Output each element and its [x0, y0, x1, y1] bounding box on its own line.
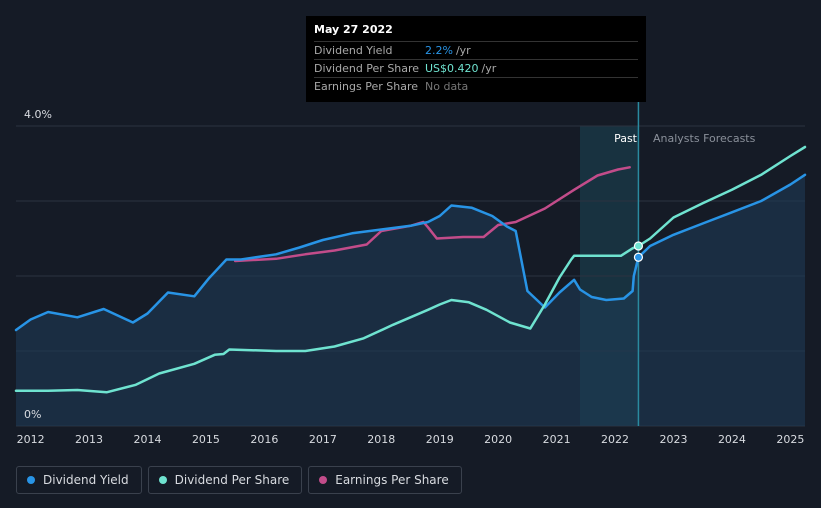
x-tick-label: 2024 — [718, 433, 746, 446]
x-axis-ticks: 2012 2013 2014 2015 2016 2017 2018 2019 2020 2021… — [17, 433, 805, 446]
tooltip-unit: /yr — [455, 44, 471, 57]
earnings-per-share-line — [233, 166, 631, 263]
x-tick-label: 2025 — [776, 433, 804, 446]
tooltip-unit: /yr — [481, 62, 497, 75]
tooltip-label: Dividend Per Share — [314, 62, 420, 75]
x-tick-label: 2018 — [367, 433, 395, 446]
dividend-yield-area — [16, 174, 805, 426]
legend-item-dividend-per-share[interactable]: Dividend Per Share — [147, 466, 303, 494]
past-label: Past — [614, 132, 638, 145]
x-tick-label: 2022 — [601, 433, 629, 446]
legend-dot-icon — [319, 476, 328, 484]
x-tick-label: 2021 — [543, 433, 571, 446]
analysts-forecasts-label: Analysts Forecasts — [653, 132, 756, 145]
tooltip-date: May 27 2022 — [314, 23, 393, 36]
x-tick-label: 2014 — [134, 433, 162, 446]
tooltip-row-dividend-yield: Dividend Yield 2.2% /yr — [314, 41, 638, 59]
y-axis-bottom-label: 0% — [24, 408, 41, 421]
legend-label: Earnings Per Share — [335, 473, 449, 487]
legend-dot-icon — [158, 476, 167, 484]
tooltip: May 27 2022 Dividend Yield 2.2% /yr Divi… — [306, 16, 646, 102]
y-axis-top-label: 4.0% — [24, 108, 52, 121]
x-tick-label: 2020 — [484, 433, 512, 446]
tooltip-row-dividend-per-share: Dividend Per Share US$0.420 /yr — [314, 59, 638, 77]
tooltip-value: No data — [425, 80, 469, 93]
dividend-yield-marker — [633, 252, 644, 262]
x-tick-label: 2023 — [660, 433, 688, 446]
legend-dot-icon — [27, 476, 35, 484]
x-tick-label: 2013 — [75, 433, 103, 446]
tooltip-markers — [633, 241, 644, 262]
legend-label: Dividend Yield — [43, 473, 129, 487]
dividend-per-share-marker — [633, 241, 644, 251]
dividend-per-share-line — [14, 145, 807, 394]
tooltip-row-earnings-per-share: Earnings Per Share No data — [314, 77, 638, 95]
tooltip-value: US$0.420 — [425, 62, 479, 75]
legend: Dividend Yield Dividend Per Share Earnin… — [16, 466, 462, 494]
legend-item-dividend-yield[interactable]: Dividend Yield — [16, 466, 142, 494]
x-tick-label: 2016 — [250, 433, 278, 446]
legend-label: Dividend Per Share — [174, 473, 290, 487]
x-tick-label: 2019 — [426, 433, 454, 446]
x-tick-label: 2015 — [192, 433, 220, 446]
tooltip-value: 2.2% — [425, 44, 453, 57]
tooltip-label: Dividend Yield — [314, 44, 393, 57]
legend-item-earnings-per-share[interactable]: Earnings Per Share — [308, 466, 462, 494]
x-tick-label: 2012 — [17, 433, 45, 446]
tooltip-label: Earnings Per Share — [314, 80, 419, 93]
x-tick-label: 2017 — [309, 433, 337, 446]
